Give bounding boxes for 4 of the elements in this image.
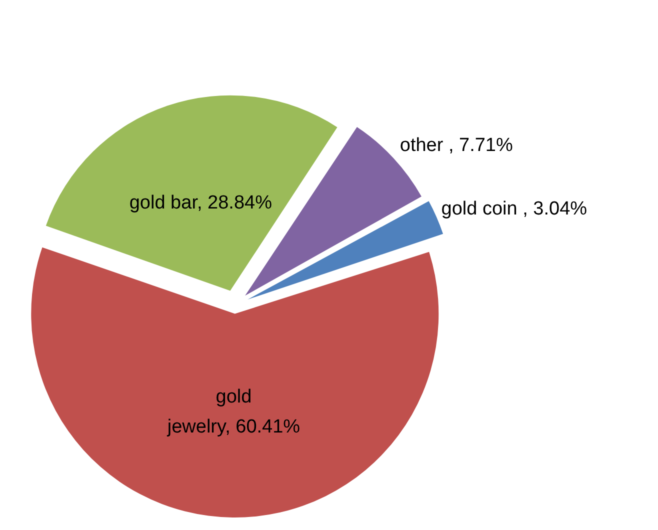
slice-label: other , 7.71% [400, 135, 514, 156]
slice-label: gold jewelry, 60.41% [166, 386, 300, 438]
slice-label: gold coin , 3.04% [441, 198, 588, 220]
slice-label: gold bar, 28.84% [129, 192, 272, 214]
